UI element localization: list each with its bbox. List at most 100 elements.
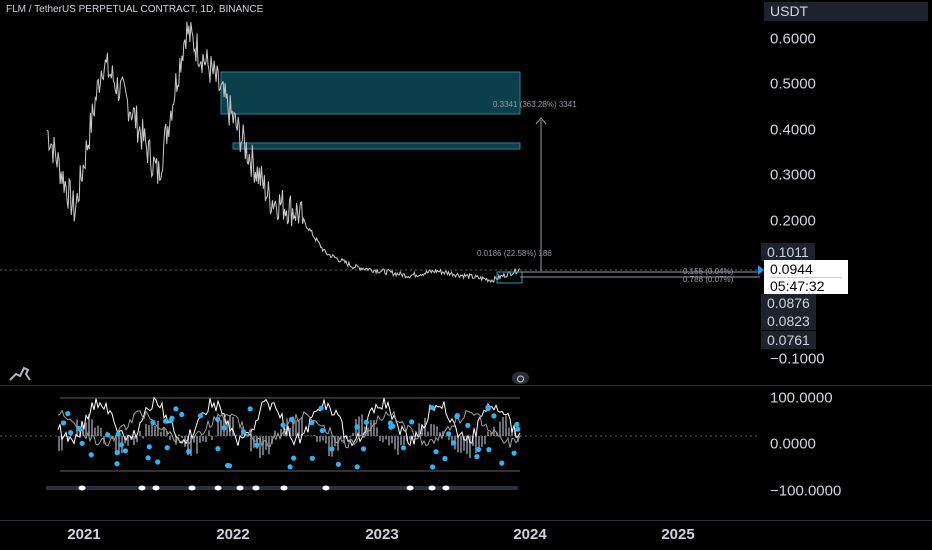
signal-dot [335, 461, 341, 467]
histogram-bar [460, 436, 462, 453]
histogram-bar [298, 420, 300, 436]
histogram-bar [265, 436, 267, 450]
signal-dot [360, 446, 367, 452]
strip-dot [138, 485, 146, 491]
histogram-bar [232, 416, 234, 436]
signal-dot [465, 422, 471, 428]
signal-strip-dots [78, 485, 450, 491]
histogram-bar [292, 416, 294, 436]
strip-dot [78, 485, 86, 491]
signal-dot [115, 431, 121, 437]
measure-label-long: 0.3341 (363.28%) 3341 [493, 100, 577, 109]
histogram-bar [388, 436, 390, 446]
symbol-legend[interactable]: FLM / TetherUS PERPETUAL CONTRACT, 1D, B… [6, 4, 264, 15]
signal-dot [491, 413, 497, 419]
histogram-bar [208, 430, 210, 436]
price-axis[interactable]: USDT 0.6000 0.5000 0.4000 0.3000 0.2000 … [758, 0, 932, 383]
signal-dot [309, 420, 315, 426]
histogram-bar [205, 436, 207, 443]
histogram-bar [484, 436, 486, 445]
strip-dot [252, 485, 260, 491]
histogram-bar [478, 436, 480, 452]
histogram-bar [340, 436, 342, 439]
histogram-bar [400, 436, 402, 446]
histogram-bar [436, 426, 438, 436]
histogram-bar [508, 427, 510, 436]
histogram-bar [373, 420, 375, 436]
histogram-bar [226, 420, 228, 436]
signal-dot [486, 447, 492, 453]
signal-dot [476, 446, 482, 453]
histogram-bar [394, 436, 396, 450]
histogram-bar [181, 436, 183, 439]
indicator-axis[interactable]: 100.0000 0.0000 −100.0000 [758, 387, 932, 512]
histogram-bar [187, 436, 189, 456]
signal-dot [215, 416, 221, 422]
overlap-label-2: 0.788 (0.07%) [683, 275, 734, 284]
scroll-to-realtime-icon[interactable] [512, 372, 529, 384]
histogram-bar [367, 427, 369, 436]
indicator-pane[interactable] [0, 387, 760, 512]
oscillator-line-slow [57, 409, 521, 449]
histogram-bar [331, 436, 333, 457]
price-label: 0.3000 [770, 166, 816, 184]
histogram-bar [91, 419, 93, 436]
signal-dot [197, 413, 204, 419]
histogram-bar [97, 425, 99, 436]
histogram-bar [115, 436, 117, 455]
price-chart-pane[interactable]: 0.3341 (363.28%) 3341 0.0186 (22.58%) 18… [0, 0, 760, 384]
signal-dot [287, 464, 293, 470]
histogram-bar [211, 436, 213, 440]
histogram-bar [385, 436, 387, 440]
histogram-bar [442, 431, 444, 436]
signal-dot [114, 461, 120, 467]
indicator-svg[interactable] [0, 387, 760, 512]
signal-dot [354, 464, 360, 470]
strip-dot [188, 485, 196, 491]
indicator-label: 0.0000 [770, 435, 816, 453]
histogram-bar [154, 426, 156, 436]
histogram-bar [295, 420, 297, 436]
histogram-bar [415, 435, 417, 436]
signal-dot [155, 459, 161, 465]
histogram-bar [229, 415, 231, 436]
signal-dot [226, 463, 233, 469]
histogram-bar [313, 435, 315, 436]
histogram-bar [427, 431, 429, 436]
supply-zone-lower[interactable] [232, 142, 521, 150]
signal-dot [515, 426, 521, 432]
histogram-bar [61, 436, 63, 451]
histogram-bar [67, 436, 69, 441]
price-chart-svg[interactable]: 0.3341 (363.28%) 3341 0.0186 (22.58%) 18… [0, 0, 760, 383]
time-axis[interactable]: 2021 2022 2023 2024 2025 [0, 522, 760, 550]
currency-selector[interactable]: USDT [764, 2, 928, 21]
pane-separator[interactable] [0, 385, 932, 386]
signal-dot [145, 455, 151, 461]
current-price-tag: 0.0944 05:47:32 [764, 260, 848, 294]
strip-dot [280, 485, 288, 491]
histogram-bar [217, 417, 219, 436]
signal-dot [442, 455, 448, 462]
signal-dot [68, 430, 74, 436]
histogram-bar [481, 436, 483, 447]
signal-dots [60, 404, 521, 470]
signal-dot [122, 448, 128, 454]
histogram-bar [325, 436, 327, 444]
time-axis-separator [0, 520, 932, 521]
signal-dot [354, 424, 360, 430]
histogram-bar [169, 436, 171, 440]
histogram-bar [403, 436, 405, 445]
histogram-bar [193, 436, 195, 443]
signal-dot [240, 429, 247, 435]
signal-dot [499, 460, 505, 466]
histogram-bar [352, 432, 354, 436]
signal-dot [186, 448, 192, 454]
histogram-bar [328, 436, 330, 457]
histogram-bar [319, 436, 321, 442]
histogram-bar [277, 435, 279, 436]
histogram-bar [493, 426, 495, 436]
signal-dot [146, 444, 152, 450]
strip-dot [322, 485, 330, 491]
supply-zone-upper[interactable] [220, 71, 521, 115]
signal-dot [433, 449, 439, 455]
